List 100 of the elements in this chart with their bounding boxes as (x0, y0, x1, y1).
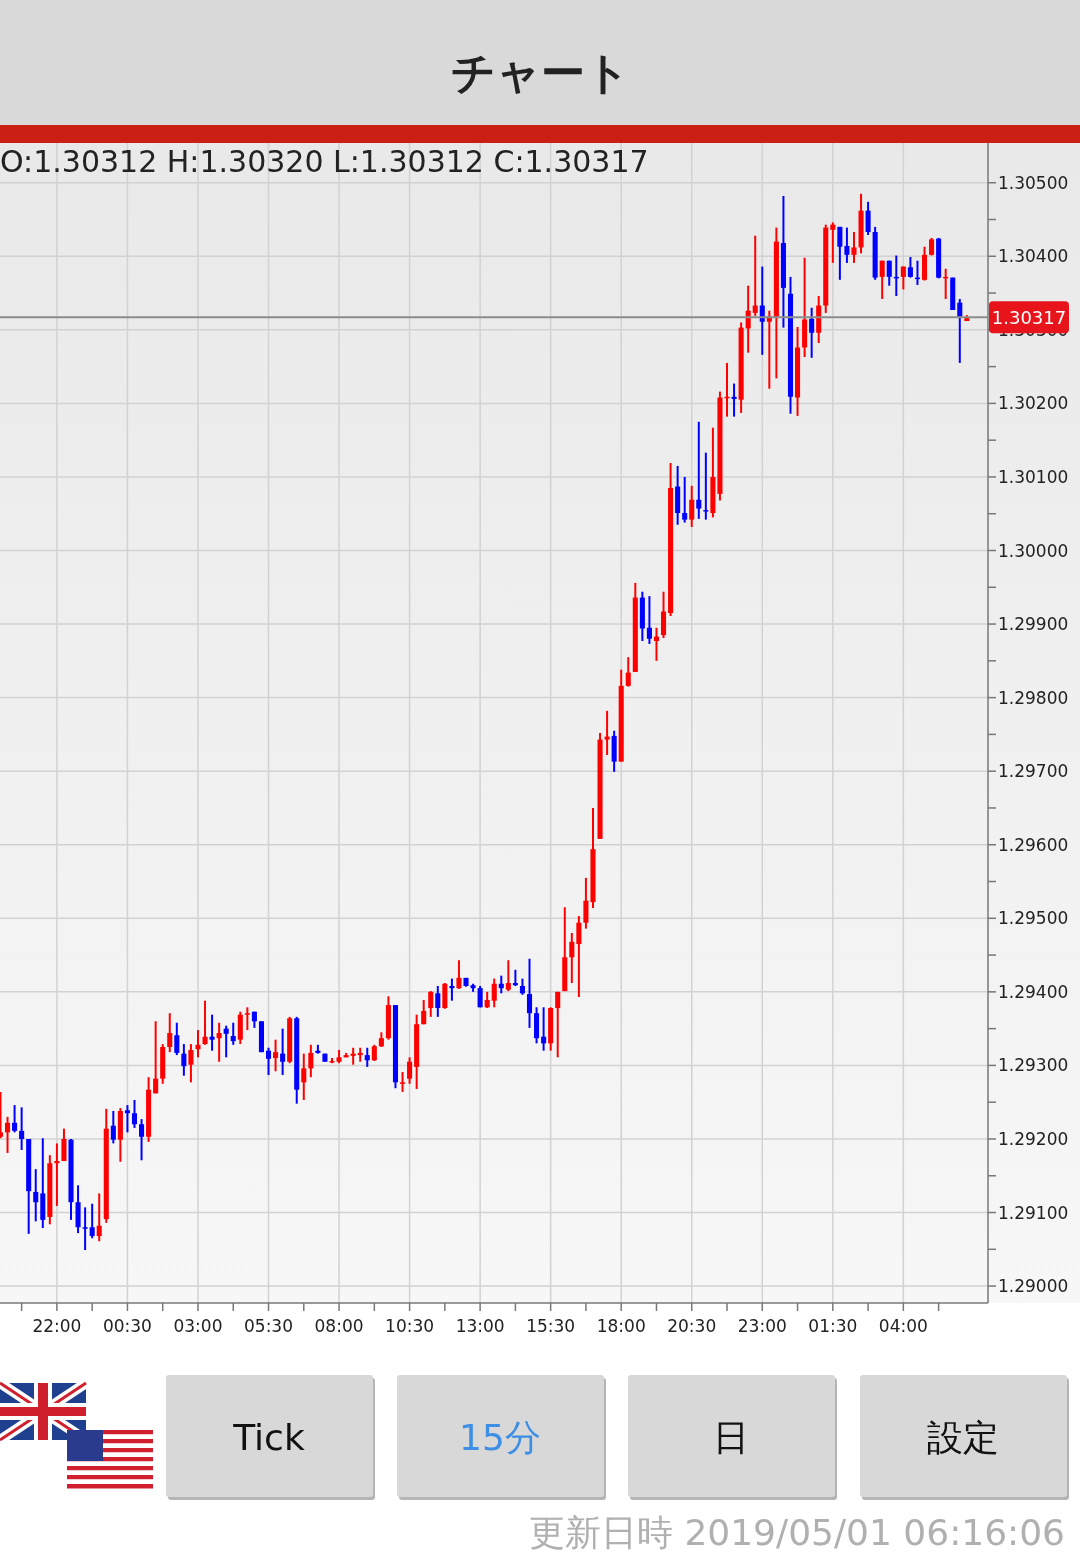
y-tick-label: 1.29300 (998, 1055, 1069, 1076)
candlestick (139, 1118, 145, 1162)
candlestick (195, 1029, 201, 1059)
x-tick-label: 13:00 (455, 1316, 505, 1336)
candlestick (131, 1098, 138, 1129)
candlestick (830, 221, 836, 264)
candlestick (124, 1104, 130, 1134)
candlestick (957, 297, 963, 364)
candlestick (407, 1056, 413, 1085)
x-tick-label: 01:30 (808, 1316, 858, 1336)
x-tick-label: 08:00 (314, 1316, 364, 1336)
y-tick-label: 1.29100 (998, 1202, 1069, 1223)
candlestick (696, 420, 702, 520)
candlestick (223, 1024, 229, 1059)
chart-title: チャート (450, 47, 630, 98)
candlestick (61, 1127, 67, 1163)
candlestick (12, 1104, 18, 1134)
y-tick-label: 1.30500 (998, 172, 1069, 193)
candlestick (449, 977, 455, 1002)
candlestick (752, 234, 758, 317)
candlestick (689, 484, 695, 528)
candlestick (604, 709, 610, 756)
candlestick (19, 1106, 25, 1151)
y-tick-label: 1.29900 (998, 614, 1069, 635)
x-tick-label: 04:00 (878, 1316, 928, 1336)
x-tick-label: 15:30 (526, 1316, 576, 1336)
y-tick-label: 1.29400 (998, 981, 1069, 1002)
text: 設定 (927, 1417, 999, 1458)
candlestick (244, 1006, 250, 1032)
candlestick (33, 1168, 39, 1223)
candlestick (844, 226, 850, 264)
candlestick (660, 590, 667, 640)
y-tick-label: 1.30400 (998, 246, 1069, 267)
candlestick (167, 1012, 173, 1054)
y-tick-label: 1.30200 (998, 393, 1069, 414)
y-tick-label: 1.29700 (998, 761, 1069, 782)
text: 15分 (459, 1417, 541, 1458)
candlestick (646, 595, 652, 645)
y-tick-label: 1.29000 (998, 1276, 1069, 1297)
candlestick (273, 1038, 279, 1073)
text: Tick (232, 1417, 305, 1458)
candlestick (301, 1052, 307, 1101)
x-tick-label: 03:00 (173, 1316, 223, 1336)
candlestick (181, 1043, 187, 1077)
x-tick-label: 22:00 (32, 1316, 82, 1336)
x-tick-label: 18:00 (596, 1316, 646, 1336)
x-tick-label: 00:30 (102, 1316, 152, 1336)
candlestick (400, 1071, 406, 1093)
candlestick (583, 876, 589, 930)
candlestick (576, 915, 582, 998)
candlestick (886, 259, 892, 287)
candlestick (308, 1043, 314, 1079)
candlestick (837, 225, 843, 281)
candlestick (174, 1021, 180, 1057)
candlestick (491, 977, 497, 1009)
candlestick (188, 1043, 194, 1084)
candlestick (569, 932, 575, 985)
candlestick (110, 1110, 116, 1145)
y-tick-label: 1.29200 (998, 1128, 1069, 1149)
y-tick-label: 1.30100 (998, 466, 1069, 487)
candlestick (265, 1046, 272, 1076)
candlestick (421, 998, 427, 1026)
y-tick-label: 1.29500 (998, 908, 1069, 929)
candlestick (428, 990, 434, 1018)
candlestick (653, 626, 660, 662)
ref-line-label: 1.30317 (991, 307, 1067, 329)
candlestick (879, 259, 885, 300)
candlestick (731, 382, 737, 418)
candlestick (96, 1192, 102, 1243)
text: 更新日時 2019/05/01 06:16:06 (528, 1512, 1065, 1553)
x-tick-label: 05:30 (244, 1316, 294, 1336)
candlestick (82, 1206, 88, 1252)
candlestick (625, 656, 631, 688)
candlestick (216, 1021, 222, 1063)
candlestick (435, 984, 441, 1018)
candlestick (4, 1115, 11, 1154)
candlestick (809, 306, 815, 359)
candlestick (280, 1027, 286, 1076)
candlestick (851, 231, 857, 264)
y-tick-label: 1.30000 (998, 540, 1069, 561)
y-tick-label: 1.29800 (998, 687, 1069, 708)
candlestick (153, 1020, 159, 1095)
candlestick (89, 1202, 95, 1240)
candlestick (202, 999, 208, 1046)
candlestick (456, 959, 462, 990)
x-tick-label: 23:00 (737, 1316, 787, 1336)
candlestick (907, 256, 913, 279)
annotation: O:1.30312 H:1.30320 L:1.30312 C:1.30317 (0, 144, 649, 179)
y-tick-label: 1.29600 (998, 834, 1069, 855)
candlestick (364, 1046, 370, 1068)
candlestick (526, 957, 533, 1029)
candlestick (555, 990, 561, 1059)
x-tick-label: 20:30 (667, 1316, 717, 1336)
candlestick (230, 1021, 236, 1046)
text: 日 (713, 1417, 749, 1458)
candlestick (54, 1142, 60, 1207)
candlestick (865, 200, 871, 236)
candlestick (505, 959, 511, 993)
x-tick-label: 10:30 (385, 1316, 435, 1336)
candlestick (703, 451, 709, 521)
